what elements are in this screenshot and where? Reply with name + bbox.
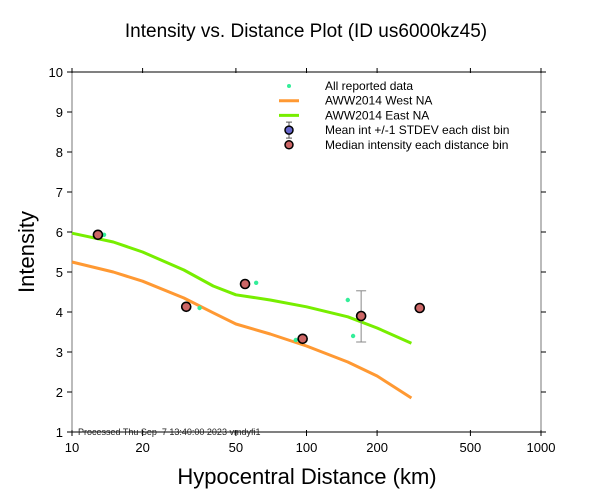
median-point [180, 301, 192, 313]
x-tick-label: 200 [366, 440, 388, 455]
legend-label: All reported data [325, 79, 413, 93]
y-axis-ticks: 1 2 3 4 5 6 7 8 9 10 [49, 65, 546, 440]
legend-label: Median intensity each distance bin [325, 138, 508, 152]
legend-label: Mean int +/-1 STDEV each dist bin [325, 123, 509, 137]
legend-mean-circle-icon [284, 125, 294, 135]
y-tick-label: 7 [56, 185, 63, 200]
legend-median-circle-icon [284, 140, 294, 150]
processed-annotation: Processed Thu Sep 7 13:40:00 2023 vmdyfi… [78, 427, 260, 437]
reported-data-point [293, 337, 298, 343]
y-tick-label: 2 [56, 385, 63, 400]
y-tick-label: 9 [56, 105, 63, 120]
y-tick-label: 10 [49, 65, 63, 80]
x-axis-ticks: 10 20 50 100 200 500 1000 [65, 68, 556, 455]
legend-label: AWW2014 East NA [325, 108, 429, 122]
median-point [355, 310, 367, 322]
reported-data-point [345, 297, 350, 303]
y-tick-label: 6 [56, 225, 63, 240]
legend-dot-icon [287, 84, 291, 88]
x-tick-label: 50 [229, 440, 243, 455]
x-tick-label: 1000 [527, 440, 556, 455]
x-axis-label: Hypocentral Distance (km) [177, 464, 436, 489]
median-point [239, 278, 251, 290]
y-axis-label: Intensity [14, 211, 39, 293]
y-tick-label: 1 [56, 425, 63, 440]
median-point [414, 302, 426, 314]
y-tick-label: 4 [56, 305, 63, 320]
east-na-curve [71, 231, 413, 345]
legend-label: AWW2014 West NA [325, 94, 432, 108]
median-point [297, 333, 308, 345]
reported-data-point [253, 280, 259, 285]
y-tick-label: 5 [56, 265, 63, 280]
y-tick-label: 3 [56, 345, 63, 360]
x-tick-label: 10 [65, 440, 79, 455]
reported-data-point [197, 305, 202, 311]
chart-title: Intensity vs. Distance Plot (ID us6000kz… [125, 21, 487, 42]
median-point [92, 229, 104, 241]
x-tick-label: 20 [135, 440, 149, 455]
x-tick-label: 500 [460, 440, 482, 455]
west-na-curve [71, 260, 413, 400]
x-tick-label: 100 [296, 440, 318, 455]
reported-data-point [350, 333, 356, 339]
series-layer [71, 229, 426, 400]
y-tick-label: 8 [56, 145, 63, 160]
